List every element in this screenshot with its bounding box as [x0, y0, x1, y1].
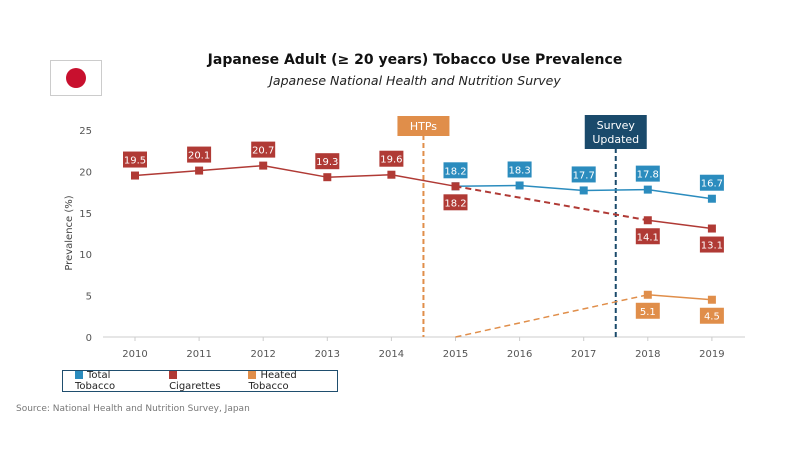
legend-swatch — [75, 371, 83, 379]
data-label: 5.1 — [640, 307, 656, 318]
annotation-box — [584, 115, 647, 149]
x-tick-label: 2011 — [186, 349, 211, 360]
series-line-segment — [327, 173, 392, 178]
data-label-box — [379, 150, 404, 167]
legend-label: Heated Tobacco — [248, 370, 297, 392]
x-tick-label: 2014 — [379, 349, 404, 360]
data-label: 19.3 — [316, 157, 338, 168]
x-tick-label: 2010 — [122, 349, 147, 360]
data-point — [707, 224, 716, 233]
data-point — [643, 216, 652, 225]
data-label: 17.8 — [637, 170, 659, 181]
y-tick-label: 15 — [79, 209, 92, 220]
series-line-segment — [647, 294, 712, 301]
series-line-segment — [391, 173, 456, 188]
legend-item: Total Tobacco — [75, 370, 151, 392]
series-dashed-segment — [455, 294, 648, 338]
data-label: 20.7 — [252, 146, 274, 157]
x-tick-label: 2012 — [250, 349, 275, 360]
data-point — [131, 171, 139, 180]
chart-title: Japanese Adult (≥ 20 years) Tobacco Use … — [207, 52, 623, 68]
series-line-segment — [199, 164, 264, 172]
data-label-box — [251, 141, 276, 158]
data-point — [195, 166, 204, 175]
data-label-box — [635, 228, 660, 245]
y-axis-label: Prevalence (%) — [64, 195, 75, 270]
data-label-box — [315, 153, 340, 170]
data-label: 18.2 — [444, 166, 466, 177]
x-tick-label: 2016 — [507, 349, 532, 360]
legend-swatch — [248, 371, 257, 379]
data-label: 14.1 — [637, 232, 659, 243]
x-tick-label: 2013 — [315, 349, 340, 360]
data-label-box — [187, 146, 212, 163]
y-tick-label: 10 — [79, 250, 92, 261]
legend-item: Heated Tobacco — [248, 370, 337, 392]
data-label: 18.2 — [444, 198, 466, 209]
data-label-box — [123, 151, 147, 168]
legend: Total Tobacco Cigarettes Heated Tobacco — [62, 370, 338, 392]
data-label: 16.7 — [701, 179, 723, 190]
data-label-box — [571, 166, 596, 183]
chart-subtitle: Japanese National Health and Nutrition S… — [269, 73, 561, 88]
data-label-box — [507, 161, 532, 178]
data-label-box — [699, 174, 724, 191]
series-dashed-segment — [455, 185, 648, 222]
y-tick-label: 25 — [79, 126, 92, 137]
annotation-label: Updated — [592, 133, 639, 146]
data-label: 4.5 — [704, 312, 720, 323]
data-label: 18.3 — [508, 165, 530, 176]
data-point — [451, 182, 460, 191]
japan-flag-icon — [50, 60, 102, 96]
data-label: 13.1 — [701, 241, 723, 252]
data-point — [259, 161, 268, 170]
series-line-segment — [134, 169, 200, 177]
series-line-segment — [583, 188, 648, 192]
series-line-segment — [519, 184, 584, 192]
x-tick-label: 2015 — [443, 349, 468, 360]
y-tick-label: 0 — [86, 333, 92, 344]
data-label-box — [699, 236, 724, 253]
data-point — [387, 170, 396, 179]
data-label-box — [699, 307, 724, 324]
data-point — [323, 173, 332, 182]
data-label-box — [635, 302, 660, 319]
data-point — [643, 290, 652, 299]
annotation-label: HTPs — [410, 120, 437, 133]
legend-swatch — [169, 371, 178, 379]
data-label-box — [635, 165, 660, 182]
data-point — [579, 186, 588, 195]
data-label-box — [443, 194, 468, 211]
series-line-segment — [647, 188, 713, 200]
series-line-segment — [263, 164, 328, 178]
y-tick-label: 5 — [86, 292, 92, 303]
legend-item: Cigarettes — [169, 370, 230, 392]
legend-label: Cigarettes — [169, 381, 221, 392]
data-point — [643, 185, 652, 194]
series-line-segment — [455, 184, 520, 188]
data-label: 19.6 — [380, 155, 402, 166]
data-label-box — [443, 162, 468, 179]
x-tick-label: 2019 — [699, 349, 724, 360]
x-tick-label: 2017 — [571, 349, 596, 360]
annotation-label: Survey — [597, 119, 636, 132]
data-label: 20.1 — [188, 151, 210, 162]
series-line-segment — [647, 219, 712, 230]
source-note: Source: National Health and Nutrition Su… — [16, 404, 250, 414]
data-point — [707, 295, 716, 304]
data-label: 19.5 — [124, 156, 146, 167]
data-label: 17.7 — [573, 170, 595, 181]
data-point — [707, 194, 716, 203]
y-tick-label: 20 — [79, 167, 92, 178]
annotation-box — [397, 116, 450, 136]
data-point — [515, 181, 524, 190]
x-tick-label: 2018 — [635, 349, 660, 360]
legend-label: Total Tobacco — [75, 370, 116, 392]
